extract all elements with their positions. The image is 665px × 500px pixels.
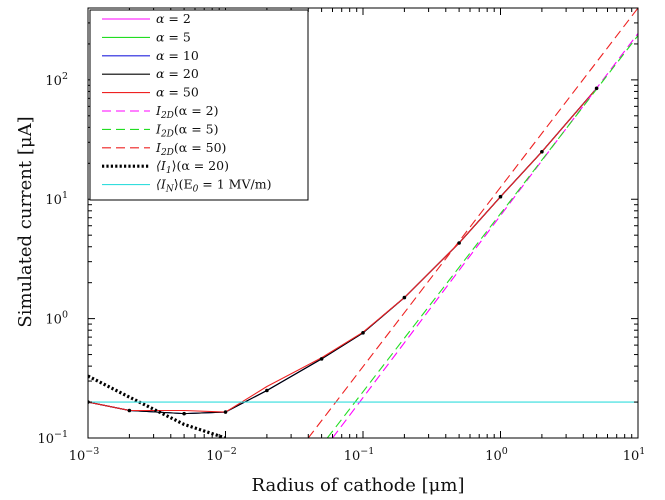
x-tick-label: 10−3 [69,446,100,464]
legend-label: I2D(α = 50) [155,140,226,158]
x-tick-label: 10−2 [206,446,237,464]
legend-label: α = 10 [156,48,199,63]
legend-label: I2D(α = 5) [155,121,218,139]
data-point [223,410,228,414]
legend-label: α = 50 [156,85,199,100]
y-tick-label: 101 [45,190,68,208]
tick-labels: 10−3 10−2 10−1 100 101 10−1 100 101 102 [37,71,645,464]
data-point [457,241,461,245]
legend-label: α = 5 [156,29,191,44]
legend-label: I2D(α = 2) [155,103,218,121]
data-point [127,408,132,413]
series-line-8 [88,374,226,438]
data-point [498,194,503,199]
data-point [361,331,365,335]
data-point [402,295,407,300]
series-line-7 [307,8,638,438]
data-point [594,86,599,91]
data-point [540,149,544,154]
data-point [319,357,324,361]
series-line-4 [88,87,598,413]
y-tick-label: 100 [45,310,68,328]
data-point [265,388,269,393]
data-point [182,411,186,416]
x-tick-label: 101 [623,446,646,464]
y-tick-label: 102 [45,71,68,89]
legend-label: ⟨I1⟩(α = 20) [156,158,229,176]
legend-label: α = 20 [156,66,199,81]
plot-area [88,8,638,438]
y-axis-label: Simulated current [μA] [15,116,36,327]
legend-label: ⟨IN⟩(E0 = 1 MV/m) [156,177,271,195]
series-line-6 [326,35,638,438]
x-axis-label: Radius of cathode [μm] [252,475,465,496]
legend-box [89,9,309,201]
y-tick-label: 10−1 [37,429,68,447]
x-tick-label: 100 [485,446,508,464]
legend-label: α = 2 [156,11,191,26]
x-tick-label: 10−1 [344,446,375,464]
